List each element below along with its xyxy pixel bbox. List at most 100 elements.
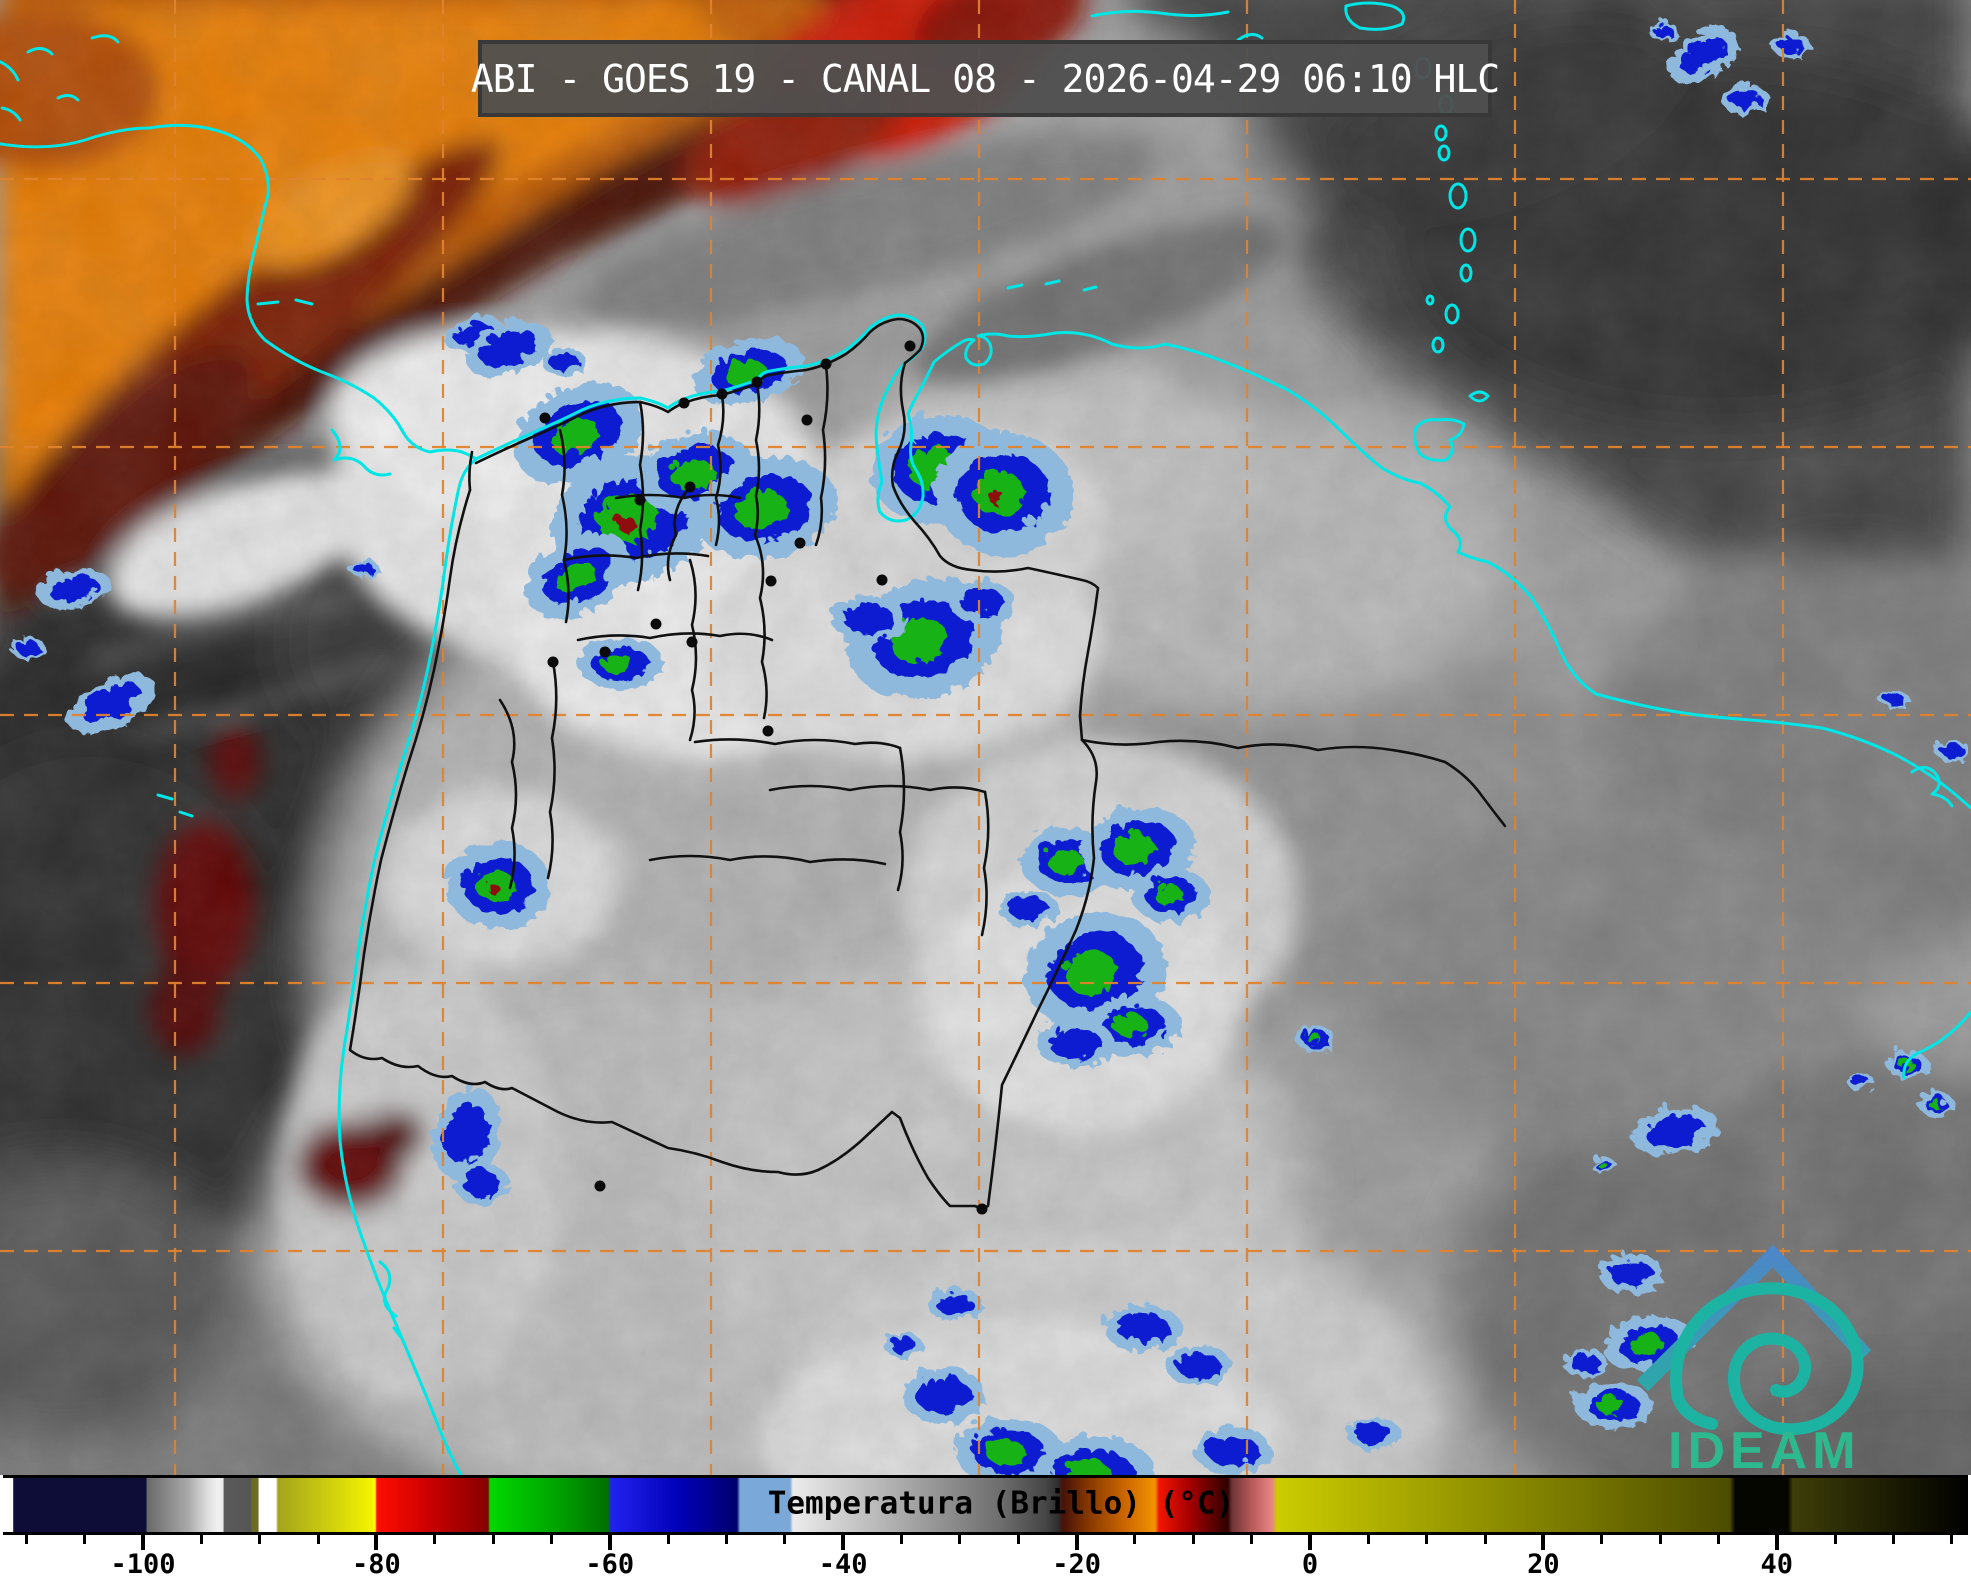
convection-cell: [1027, 1431, 1153, 1477]
colorbar-minor-tick: [1716, 1535, 1720, 1544]
graticule-layer: [0, 0, 1971, 1477]
colorbar-minor-tick: [1016, 1535, 1020, 1544]
borders-layer: [348, 317, 1507, 1215]
cell-core-red: [985, 486, 1001, 502]
convection-cell: [995, 886, 1055, 924]
convection-cell: [1932, 737, 1968, 759]
colorbar-minor-tick: [1600, 1535, 1604, 1544]
colorbar-tick-label: 20: [1527, 1549, 1560, 1577]
colorbar-minor-tick: [1892, 1535, 1895, 1544]
convection-cell: [1875, 685, 1905, 705]
city-dot: [684, 481, 696, 493]
panama-coastline: [330, 428, 392, 477]
convection-cell: [1843, 1068, 1871, 1088]
venezuela-colombia-border: [890, 361, 1100, 742]
colorbar-minor-tick: [900, 1535, 904, 1544]
title-bar: ABI - GOES 19 - CANAL 08 - 2026-04-29 06…: [471, 40, 1500, 117]
city-dot: [599, 646, 611, 658]
logo-hurricane-spiral-icon: [1670, 1282, 1864, 1436]
cell-core-green: [1151, 881, 1180, 903]
city-dot: [820, 358, 832, 370]
convection-cell: [1162, 1341, 1228, 1383]
convection-cell: [1129, 864, 1207, 920]
convection-cell: [451, 1158, 505, 1202]
cell-core-green: [1044, 845, 1080, 871]
colorbar-tick-label: 40: [1760, 1549, 1794, 1577]
convection-cell: [7, 634, 43, 656]
cell-core-blue: [934, 1291, 970, 1313]
cell-core-blue: [1642, 1112, 1702, 1144]
hispaniola-coastline: [1090, 9, 1264, 42]
cell-core-green: [1110, 830, 1153, 861]
cell-core-green: [981, 1435, 1022, 1461]
convection-cell: [689, 334, 801, 402]
cell-core-blue: [78, 680, 138, 720]
city-dot: [678, 397, 690, 409]
city-dot: [751, 376, 763, 388]
cell-core-blue: [1567, 1351, 1597, 1369]
convection-cell: [1033, 1015, 1111, 1065]
cell-core-green: [667, 455, 711, 487]
convection-cell: [442, 838, 548, 926]
colorbar-minor-tick: [958, 1535, 962, 1544]
colorbar-tick-label: 0: [1301, 1549, 1319, 1577]
city-dot: [539, 412, 551, 424]
convection-cell: [32, 565, 108, 605]
ecuador-islands: [156, 793, 402, 1338]
cell-core-blue: [1676, 34, 1724, 70]
cell-core-blue: [1726, 86, 1758, 106]
cell-core-blue: [1880, 689, 1900, 701]
convection-cell: [1078, 804, 1192, 886]
satellite-map: IDEAM: [0, 0, 1971, 1477]
abc-islands: [1006, 279, 1098, 292]
pacific-coastline: [337, 457, 478, 1477]
cell-core-blue: [1938, 741, 1962, 755]
convection-cell: [880, 1329, 920, 1355]
convection-cell: [1571, 1378, 1649, 1426]
cell-core-blue: [460, 1166, 496, 1194]
noise-overlay-dark: [0, 0, 1971, 1477]
cell-core-blue: [1173, 1349, 1217, 1375]
cell-core-blue: [1606, 1257, 1650, 1283]
cell-core-green: [720, 356, 762, 382]
colorbar-gradient: Temperatura (Brillo) (°C): [3, 1475, 1968, 1535]
colorbar-tick-label: -80: [352, 1549, 401, 1577]
convection-cell: [827, 591, 903, 639]
convection-cell: [898, 1364, 982, 1420]
convection-cell: [522, 528, 628, 616]
venezuela-coastline: [932, 331, 1971, 810]
convection-cell: [428, 1084, 498, 1176]
cell-core-blue: [1046, 1024, 1098, 1056]
cell-core-blue: [1848, 1072, 1866, 1084]
jamaica-coastline: [90, 34, 120, 44]
colorbar-major-tick: [1308, 1535, 1312, 1550]
colorbar-minor-tick: [1191, 1535, 1195, 1544]
colorbar-major-tick: [374, 1535, 379, 1550]
cell-core-blue: [45, 572, 95, 598]
colorbar-tick-label: -40: [818, 1549, 868, 1577]
colorbar-minor-tick: [1483, 1535, 1487, 1544]
city-dot: [801, 414, 813, 426]
colorbar-tick-label: -60: [585, 1549, 635, 1577]
colorbar-minor-tick: [1950, 1535, 1954, 1544]
ideam-logo: IDEAM: [1636, 1244, 1872, 1477]
cell-core-green: [886, 613, 944, 659]
cell-core-blue: [1005, 893, 1045, 917]
colorbar-major-tick: [1774, 1535, 1779, 1550]
convection-cell: [1292, 1021, 1332, 1049]
colorbar-minor-tick: [491, 1535, 495, 1544]
colombia-caribbean-border: [474, 317, 925, 465]
city-dot: [794, 537, 806, 549]
colorbar-tick-label: -20: [1052, 1549, 1101, 1577]
colorbar-minor-tick: [1133, 1535, 1137, 1544]
city-dot: [686, 636, 698, 648]
convection-cell: [537, 344, 583, 372]
city-markers: [539, 340, 988, 1215]
cell-core-red: [484, 879, 496, 891]
colorbar-minor-tick: [24, 1535, 28, 1544]
title-text: ABI - GOES 19 - CANAL 08 - 2026-04-29 06…: [470, 56, 1500, 101]
convection-cell: [1645, 18, 1675, 38]
colorbar-minor-tick: [549, 1535, 553, 1544]
colorbar-minor-tick: [433, 1535, 437, 1544]
